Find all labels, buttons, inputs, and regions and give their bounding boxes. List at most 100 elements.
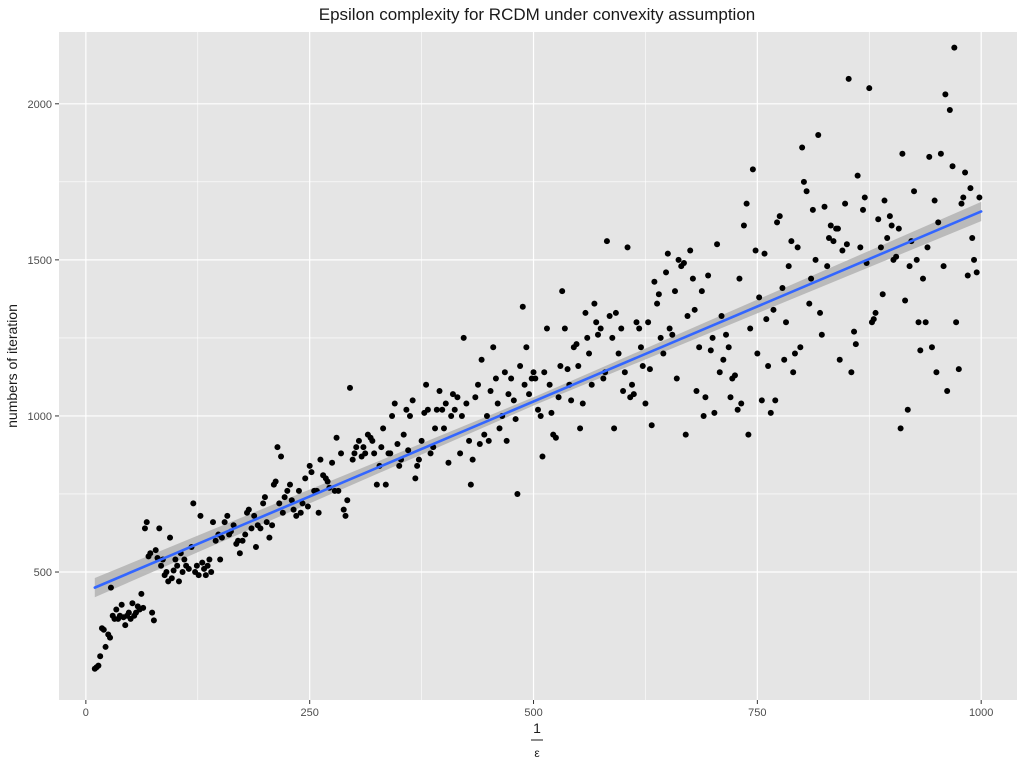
data-point <box>263 519 270 526</box>
data-point <box>505 391 512 398</box>
data-point <box>797 344 804 351</box>
data-point <box>448 412 455 419</box>
data-point <box>284 487 291 494</box>
data-point <box>335 487 342 494</box>
data-point <box>163 569 170 576</box>
data-point <box>645 319 652 326</box>
data-point <box>523 344 530 351</box>
data-point <box>548 409 555 416</box>
data-point <box>360 444 367 451</box>
data-point <box>922 319 929 326</box>
data-point <box>895 225 902 232</box>
data-point <box>141 525 148 532</box>
data-point <box>791 350 798 357</box>
data-point <box>351 450 358 457</box>
x-tick-label: 250 <box>301 707 319 719</box>
data-point <box>573 341 580 348</box>
data-point <box>824 263 831 270</box>
data-point <box>457 450 464 457</box>
data-point <box>329 459 336 466</box>
data-point <box>362 450 369 457</box>
data-point <box>765 363 772 369</box>
data-point <box>953 319 960 326</box>
data-point <box>185 565 192 572</box>
data-point <box>897 425 904 432</box>
data-point <box>261 494 268 501</box>
data-point <box>266 534 273 541</box>
data-point <box>149 609 156 616</box>
data-point <box>942 91 949 98</box>
data-point <box>691 306 698 313</box>
data-point <box>152 547 159 554</box>
data-point <box>642 400 649 407</box>
data-point <box>772 397 779 404</box>
data-point <box>875 216 882 223</box>
data-point <box>217 556 224 563</box>
data-point <box>251 512 258 519</box>
data-point <box>436 387 443 394</box>
data-point <box>830 238 837 245</box>
data-point <box>122 622 129 629</box>
data-point <box>218 534 225 541</box>
data-point <box>620 387 627 394</box>
data-point <box>609 334 616 341</box>
data-point <box>854 172 861 179</box>
data-point <box>723 331 730 338</box>
data-point <box>405 447 412 454</box>
data-point <box>860 206 867 213</box>
data-point <box>208 569 215 576</box>
data-point <box>955 366 962 373</box>
data-point <box>600 375 607 382</box>
y-axis-title: numbers of iteration <box>4 304 20 428</box>
data-point <box>702 394 709 401</box>
data-point <box>396 462 403 469</box>
data-point <box>971 256 978 263</box>
data-point <box>727 394 734 401</box>
data-point <box>754 350 761 357</box>
data-point <box>693 387 700 394</box>
data-point <box>655 291 662 298</box>
data-point <box>785 263 792 270</box>
data-point <box>403 406 410 413</box>
data-point <box>107 634 114 641</box>
data-point <box>224 512 231 519</box>
data-point <box>346 384 353 391</box>
data-point <box>519 303 526 310</box>
data-point <box>463 400 470 407</box>
data-point <box>675 256 682 263</box>
data-point <box>714 241 721 248</box>
data-point <box>928 344 935 351</box>
plot-panel <box>59 32 1017 700</box>
data-point <box>821 203 828 210</box>
data-point <box>281 494 288 501</box>
data-point <box>302 475 309 482</box>
data-point <box>485 437 492 444</box>
data-point <box>568 397 575 404</box>
data-point <box>369 437 376 444</box>
data-point <box>242 531 249 538</box>
data-point <box>888 222 895 229</box>
data-point <box>630 391 637 398</box>
data-point <box>317 456 324 463</box>
data-point <box>102 643 109 650</box>
data-points <box>91 44 983 672</box>
data-point <box>129 600 136 607</box>
data-point <box>539 453 546 460</box>
data-point <box>202 572 209 579</box>
data-point <box>559 288 566 295</box>
data-point <box>857 244 864 251</box>
data-point <box>597 325 604 332</box>
data-point <box>806 300 813 307</box>
data-point <box>299 500 306 507</box>
data-point <box>344 497 351 504</box>
data-point <box>577 425 584 432</box>
data-point <box>740 222 747 229</box>
data-point <box>490 344 497 351</box>
data-point <box>794 244 801 251</box>
data-point <box>629 381 636 388</box>
data-point <box>195 572 202 579</box>
data-point <box>866 85 873 92</box>
data-point <box>487 387 494 394</box>
data-point <box>172 556 179 563</box>
data-point <box>588 381 595 388</box>
